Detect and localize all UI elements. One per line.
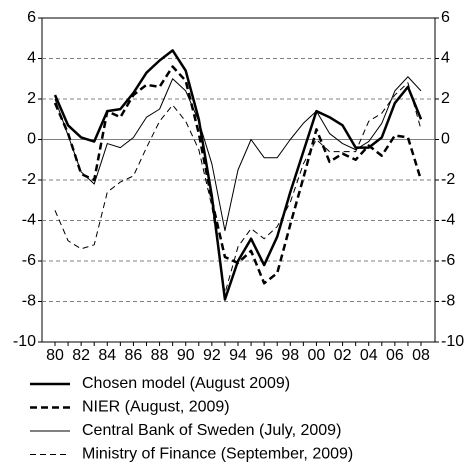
y2-tick-label: -4 bbox=[441, 212, 455, 229]
y-tick-label: 6 bbox=[27, 9, 36, 26]
x-tick-label: 92 bbox=[203, 347, 221, 364]
x-tick-label: 98 bbox=[281, 347, 299, 364]
x-tick-label: 96 bbox=[255, 347, 273, 364]
y-tick-label: -6 bbox=[22, 252, 36, 269]
y2-tick-label: -6 bbox=[441, 252, 455, 269]
x-tick-label: 94 bbox=[229, 347, 247, 364]
legend-label: Central Bank of Sweden (July, 2009) bbox=[82, 422, 341, 439]
series-line bbox=[54, 76, 422, 232]
y2-tick-label: -10 bbox=[441, 333, 464, 350]
x-tick-label: 06 bbox=[386, 347, 404, 364]
series-line bbox=[54, 82, 422, 294]
y-tick-label: -4 bbox=[22, 212, 36, 229]
y-tick-label: 2 bbox=[27, 90, 36, 107]
x-tick-label: 88 bbox=[151, 347, 169, 364]
x-tick-label: 82 bbox=[72, 347, 90, 364]
y-tick-label: -10 bbox=[13, 333, 36, 350]
y2-tick-label: 0 bbox=[441, 131, 450, 148]
y2-tick-label: 6 bbox=[441, 9, 450, 26]
y2-tick-label: -2 bbox=[441, 171, 455, 188]
x-tick-label: 08 bbox=[412, 347, 430, 364]
y-tick-label: 4 bbox=[27, 50, 36, 67]
legend-label: NIER (August, 2009) bbox=[82, 399, 230, 416]
legend-label: Chosen model (August 2009) bbox=[82, 375, 290, 392]
x-tick-label: 80 bbox=[46, 347, 64, 364]
x-tick-label: 00 bbox=[308, 347, 326, 364]
x-tick-label: 04 bbox=[360, 347, 378, 364]
legend-label: Ministry of Finance (September, 2009) bbox=[82, 446, 353, 463]
y-tick-label: -2 bbox=[22, 171, 36, 188]
y2-tick-label: 2 bbox=[441, 90, 450, 107]
y2-tick-label: 4 bbox=[441, 50, 450, 67]
x-tick-label: 86 bbox=[125, 347, 143, 364]
x-tick-label: 84 bbox=[98, 347, 116, 364]
y-tick-label: 0 bbox=[27, 131, 36, 148]
series-line bbox=[53, 49, 423, 301]
y-tick-label: -8 bbox=[22, 293, 36, 310]
x-tick-label: 02 bbox=[334, 347, 352, 364]
y2-tick-label: -8 bbox=[441, 293, 455, 310]
series-line bbox=[53, 65, 423, 285]
x-tick-label: 90 bbox=[177, 347, 195, 364]
